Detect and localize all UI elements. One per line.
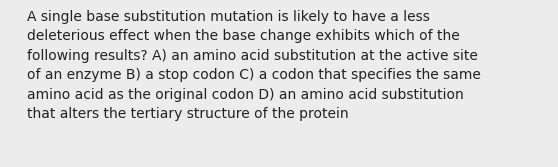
Text: A single base substitution mutation is likely to have a less
deleterious effect : A single base substitution mutation is l… (27, 10, 482, 121)
